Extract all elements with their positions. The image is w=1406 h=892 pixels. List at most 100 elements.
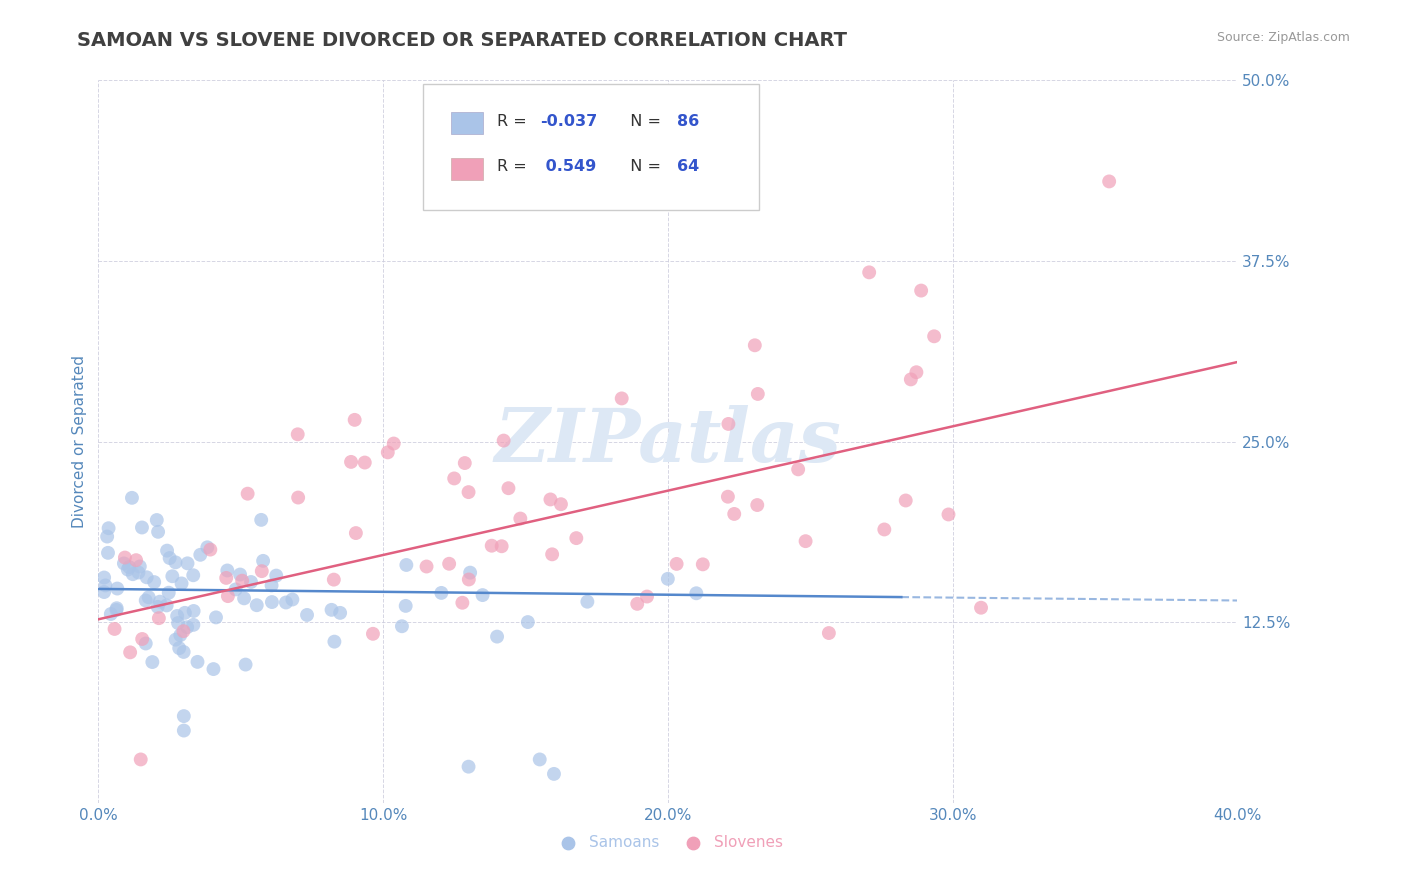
Point	[156, 599, 179, 613]
Point	[287, 427, 309, 442]
Point	[458, 566, 481, 580]
Point	[858, 265, 880, 279]
Point	[173, 606, 195, 620]
Point	[217, 589, 239, 603]
Point	[457, 760, 479, 774]
Point	[343, 413, 366, 427]
Point	[120, 645, 142, 659]
Point	[236, 486, 259, 500]
Point	[93, 570, 115, 584]
Point	[747, 387, 769, 401]
Legend: Samoans, Slovenes: Samoans, Slovenes	[546, 830, 790, 856]
Point	[361, 627, 384, 641]
Point	[550, 497, 572, 511]
Point	[481, 539, 503, 553]
Point	[141, 655, 163, 669]
Point	[391, 619, 413, 633]
Point	[159, 551, 181, 566]
Point	[260, 578, 283, 592]
Point	[471, 588, 494, 602]
Point	[93, 585, 115, 599]
Point	[225, 582, 247, 597]
Point	[264, 568, 287, 582]
Point	[744, 338, 766, 352]
Point	[498, 481, 520, 495]
Point	[100, 607, 122, 621]
Point	[636, 590, 658, 604]
Point	[657, 572, 679, 586]
Point	[127, 566, 149, 580]
Point	[200, 542, 222, 557]
Point	[543, 767, 565, 781]
Point	[922, 329, 945, 343]
Point	[538, 492, 561, 507]
Point	[183, 604, 205, 618]
Point	[138, 591, 160, 605]
Point	[395, 558, 418, 572]
Point	[626, 597, 648, 611]
Point	[353, 456, 375, 470]
Point	[794, 534, 817, 549]
Point	[818, 626, 841, 640]
Point	[415, 559, 437, 574]
Text: N =: N =	[620, 160, 666, 175]
Point	[281, 592, 304, 607]
Point	[321, 603, 343, 617]
Point	[938, 508, 960, 522]
Point	[215, 571, 238, 585]
Point	[128, 559, 150, 574]
Point	[274, 595, 297, 609]
Point	[323, 634, 346, 648]
Point	[176, 620, 198, 634]
Point	[610, 392, 633, 406]
Point	[565, 531, 588, 545]
Point	[97, 521, 120, 535]
Point	[97, 546, 120, 560]
Point	[156, 543, 179, 558]
Point	[135, 570, 157, 584]
Point	[692, 558, 714, 572]
Point	[135, 636, 157, 650]
Point	[105, 601, 128, 615]
Point	[905, 365, 928, 379]
Point	[894, 493, 917, 508]
Point	[516, 615, 538, 629]
Point	[340, 455, 363, 469]
Point	[146, 524, 169, 539]
Point	[188, 548, 211, 562]
Text: R =: R =	[498, 114, 531, 129]
Point	[900, 372, 922, 386]
Point	[165, 555, 187, 569]
Point	[125, 553, 148, 567]
Point	[217, 564, 239, 578]
Point	[173, 645, 195, 659]
Text: ZIPatlas: ZIPatlas	[495, 405, 841, 478]
Point	[166, 609, 188, 624]
Point	[395, 599, 418, 613]
Text: R =: R =	[498, 160, 531, 175]
Point	[451, 596, 474, 610]
Point	[486, 630, 509, 644]
Point	[509, 511, 531, 525]
FancyBboxPatch shape	[451, 112, 484, 135]
Point	[576, 595, 599, 609]
Point	[231, 574, 253, 588]
Point	[131, 520, 153, 534]
Point	[121, 491, 143, 505]
Point	[246, 598, 269, 612]
Text: SAMOAN VS SLOVENE DIVORCED OR SEPARATED CORRELATION CHART: SAMOAN VS SLOVENE DIVORCED OR SEPARATED …	[77, 31, 848, 50]
Point	[377, 445, 399, 459]
Point	[112, 557, 135, 571]
Point	[1098, 174, 1121, 188]
Point	[437, 557, 460, 571]
Point	[167, 615, 190, 630]
FancyBboxPatch shape	[451, 158, 484, 180]
Text: 86: 86	[676, 114, 699, 129]
Point	[235, 657, 257, 672]
Point	[430, 586, 453, 600]
Point	[165, 632, 187, 647]
Point	[173, 723, 195, 738]
Point	[970, 600, 993, 615]
Point	[287, 491, 309, 505]
Point	[202, 662, 225, 676]
